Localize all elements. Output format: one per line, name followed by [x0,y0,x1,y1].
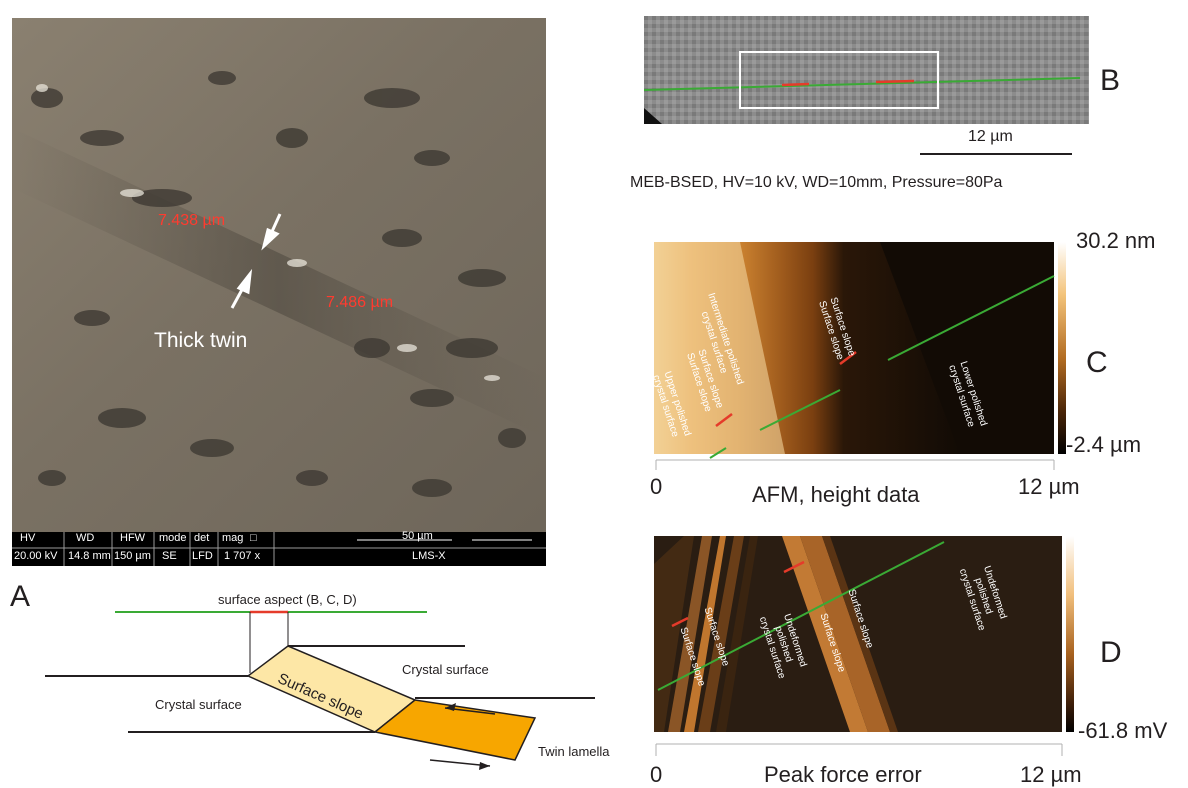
afm-height-map [654,242,1066,470]
thick-twin-label: Thick twin [154,329,248,352]
panel-letter-c: C [1086,346,1108,379]
info-header-hfw: HFW [120,532,146,544]
bsed-image [644,16,1089,155]
measurement-label-2: 7.486 µm [326,294,394,311]
panel-letter-b: B [1100,64,1121,97]
sem-info-bar: HV WD HFW mode det mag □ 50 µm [12,530,546,548]
info-value-hv: 20.00 kV [14,550,58,562]
peak-force-error-map [654,536,1074,756]
info-value-wd: 14.8 mm [68,550,111,562]
afm-x-start: 0 [650,474,663,499]
info-header-hv: HV [20,532,36,544]
afm-cbar-max: 30.2 nm [1076,228,1156,253]
twin-arrows [230,213,282,309]
info-scale-label: 50 µm [402,530,433,542]
info-header-box-icon: □ [250,532,257,544]
pfe-x-end: 12 µm [1020,762,1082,787]
info-header-mode: mode [159,532,187,544]
pfe-title: Peak force error [764,762,922,787]
info-header-wd: WD [76,532,95,544]
panel-letter-d: D [1100,636,1122,669]
info-value-det: LFD [192,550,213,562]
afm-cbar-min: -2.4 µm [1066,432,1142,457]
twin-lamella-label: Twin lamella [538,744,610,759]
crystal-surface-left-label: Crystal surface [155,697,242,712]
crystal-surface-right-label: Crystal surface [402,662,489,677]
afm-title: AFM, height data [752,482,920,507]
sem-info-values: 20.00 kV 14.8 mm 150 µm SE LFD 1 707 x L… [12,550,546,566]
info-value-hfw: 150 µm [114,550,151,562]
surface-aspect-label: surface aspect (B, C, D) [218,592,357,607]
pfe-x-start: 0 [650,762,663,787]
bsed-scale-label: 12 µm [968,128,1013,145]
info-header-det: det [194,532,210,544]
info-header-mag: mag [222,532,244,544]
info-value-lab: LMS-X [412,550,446,562]
info-value-mag: 1 707 x [224,550,261,562]
measurement-label-1: 7.438 µm [158,212,226,229]
panel-letter-a: A [10,580,31,613]
twin-schematic [45,610,595,770]
afm-x-end: 12 µm [1018,474,1080,499]
pfe-cbar-min: -61.8 mV [1078,718,1168,743]
sem-image [12,18,546,566]
info-value-mode: SE [162,550,177,562]
bsed-caption: MEB-BSED, HV=10 kV, WD=10mm, Pressure=80… [630,174,1003,191]
